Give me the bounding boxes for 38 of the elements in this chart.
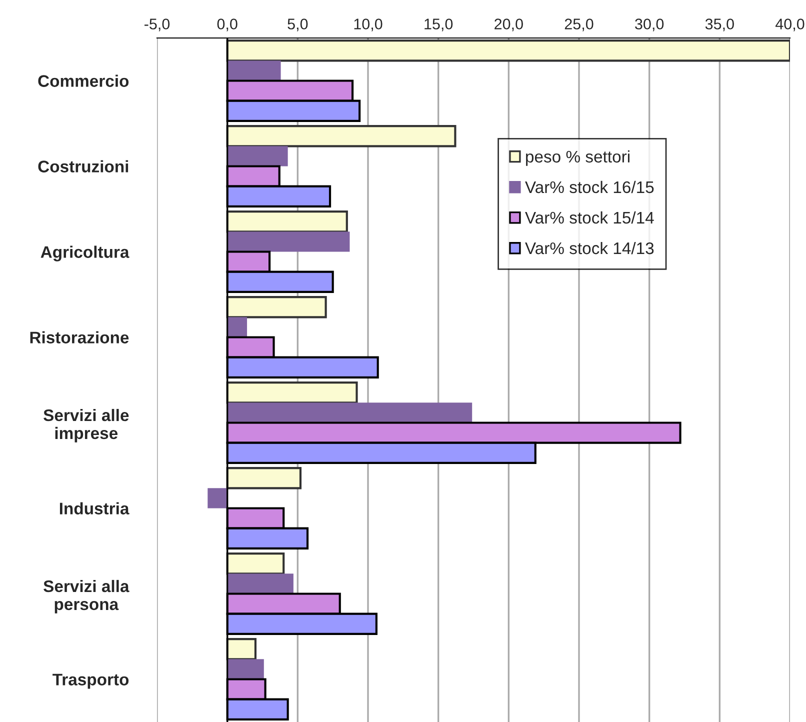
bar <box>227 402 472 423</box>
bar <box>226 296 327 318</box>
bar <box>227 317 248 338</box>
bar <box>226 552 285 575</box>
bar <box>227 232 350 252</box>
y-tick-label: Ristorazione <box>30 331 129 344</box>
bar <box>226 40 790 62</box>
bar <box>227 60 281 81</box>
x-tick-label: 25,0 <box>564 18 594 32</box>
x-tick-label: 5,0 <box>288 18 308 32</box>
legend-label: Var% stock 16/15 <box>525 180 654 194</box>
bar <box>226 382 358 404</box>
bar <box>227 574 294 594</box>
x-tick-label: 40,0 <box>775 18 804 32</box>
y-tick-label: Servizi alla persona <box>44 580 130 614</box>
x-tick-label: 15,0 <box>424 18 453 32</box>
bar <box>227 659 264 680</box>
x-tick-label: -5,0 <box>144 18 170 32</box>
y-tick-label: Agricoltura <box>40 246 130 262</box>
y-tick-label: Industria <box>60 502 130 514</box>
legend-label: Var% stock 15/14 <box>525 211 654 224</box>
legend-label: peso % settori <box>526 150 630 166</box>
bar <box>226 467 302 490</box>
x-tick-label: 10,0 <box>354 18 382 32</box>
y-tick-label: Commercio <box>38 74 129 87</box>
x-tick-label: 0,0 <box>217 18 238 32</box>
legend-label: Var% stock 14/13 <box>525 242 654 254</box>
y-tick-label: Servizi alle imprese <box>44 408 129 442</box>
x-tick-label: 20,0 <box>494 18 523 32</box>
bar <box>208 488 228 508</box>
y-tick-label: Costruzioni <box>38 160 128 172</box>
x-tick-label: 30,0 <box>635 18 664 32</box>
y-tick-label: Trasporto <box>52 674 129 689</box>
bar <box>226 638 257 660</box>
bar <box>227 146 288 166</box>
x-tick-label: 35,0 <box>705 18 734 32</box>
bar <box>226 125 456 148</box>
bar <box>226 210 348 233</box>
